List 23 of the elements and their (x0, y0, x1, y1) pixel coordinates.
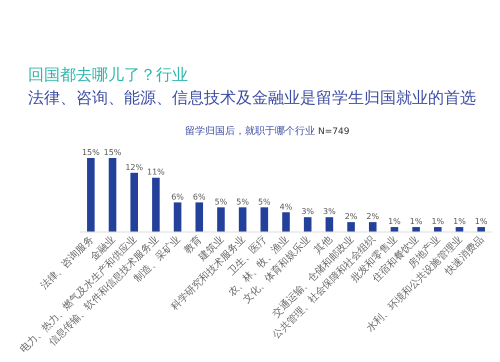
value-label: 3% (323, 207, 336, 216)
title: 回国都去哪儿了？行业 (28, 65, 188, 84)
value-label: 5% (236, 197, 249, 206)
value-label: 2% (366, 212, 380, 222)
value-label: 6% (171, 192, 184, 202)
value-label: 12% (125, 162, 144, 172)
annotation: 留学归国后，就职于哪个行业 (185, 126, 315, 137)
value-label: 1% (410, 217, 422, 226)
annotation: N=749 (318, 127, 350, 137)
value-label: 11% (147, 168, 165, 177)
value-label: 15% (104, 148, 122, 157)
value-label: 1% (453, 217, 466, 226)
value-label: 6% (192, 192, 206, 202)
value-label: 4% (280, 202, 292, 212)
value-label: 3% (301, 207, 314, 216)
value-label: 15% (82, 148, 100, 157)
value-label: 5% (258, 197, 271, 206)
value-label: 1% (474, 217, 488, 226)
subtitle: 法律、咨询、能源、信息技术及金融业是留学生归国就业的首选 (28, 88, 476, 107)
value-label: 1% (388, 217, 401, 226)
value-label: 5% (214, 197, 228, 206)
value-label: 1% (431, 217, 444, 226)
value-label: 2% (344, 212, 358, 222)
